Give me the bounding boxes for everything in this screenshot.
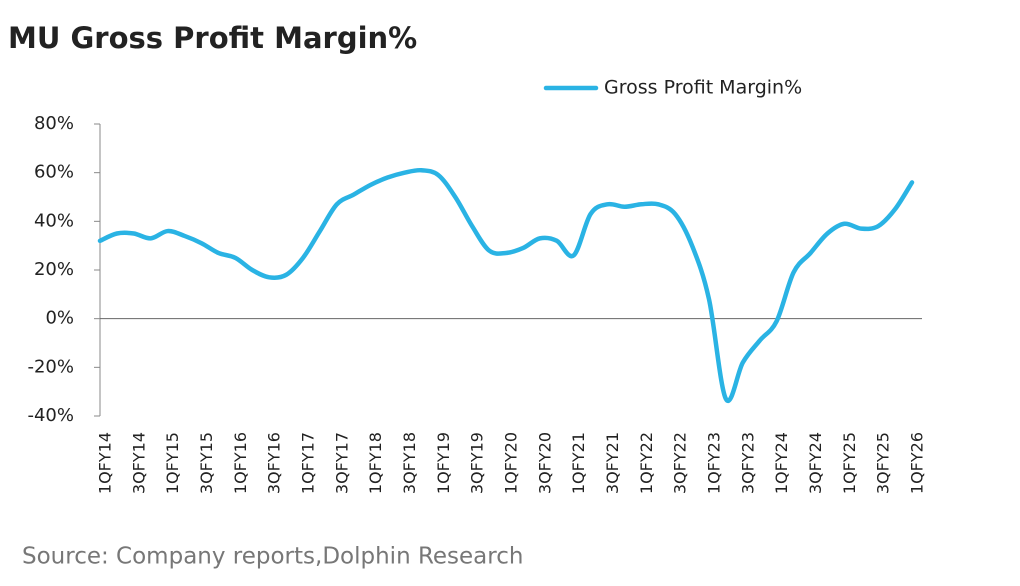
x-tick-label: 1QFY26	[908, 432, 927, 494]
chart-title: MU Gross Profit Margin%	[8, 21, 417, 55]
x-tick-label: 3QFY21	[603, 432, 622, 494]
x-tick-label: 1QFY19	[434, 432, 453, 494]
x-tick-label: 1QFY25	[840, 432, 859, 494]
x-tick-label: 3QFY15	[197, 432, 216, 494]
y-tick-label: 40%	[34, 210, 74, 231]
x-tick-label: 3QFY22	[671, 432, 690, 494]
x-tick-label: 3QFY18	[400, 432, 419, 494]
x-tick-label: 3QFY20	[535, 432, 554, 494]
x-tick-label: 1QFY24	[772, 432, 791, 494]
x-tick-label: 3QFY17	[332, 432, 351, 494]
x-tick-label: 1QFY14	[96, 432, 115, 494]
x-tick-label: 1QFY16	[231, 432, 250, 494]
y-tick-label: 20%	[34, 259, 74, 280]
x-tick-label: 1QFY15	[163, 432, 182, 494]
x-tick-label: 1QFY17	[299, 432, 318, 494]
series-line	[97, 167, 915, 404]
x-tick-label: 1QFY22	[637, 432, 656, 494]
x-tick-label: 3QFY24	[806, 432, 825, 494]
x-tick-label: 1QFY23	[705, 432, 724, 494]
y-tick-label: 60%	[34, 162, 74, 183]
y-tick-label: 80%	[34, 113, 74, 134]
x-tick-label: 3QFY19	[468, 432, 487, 494]
x-tick-label: 1QFY21	[569, 432, 588, 494]
x-tick-label: 3QFY25	[874, 432, 893, 494]
x-tick-label: 3QFY23	[738, 432, 757, 494]
x-tick-label: 1QFY18	[366, 432, 385, 494]
x-tick-label: 3QFY14	[129, 432, 148, 494]
x-tick-label: 1QFY20	[502, 432, 521, 494]
y-tick-label: -20%	[27, 356, 74, 377]
y-tick-label: -40%	[27, 405, 74, 426]
y-tick-label: 0%	[45, 308, 74, 329]
x-tick-label: 3QFY16	[265, 432, 284, 494]
source-note: Source: Company reports,Dolphin Research	[22, 544, 523, 570]
legend-label: Gross Profit Margin%	[604, 77, 802, 99]
